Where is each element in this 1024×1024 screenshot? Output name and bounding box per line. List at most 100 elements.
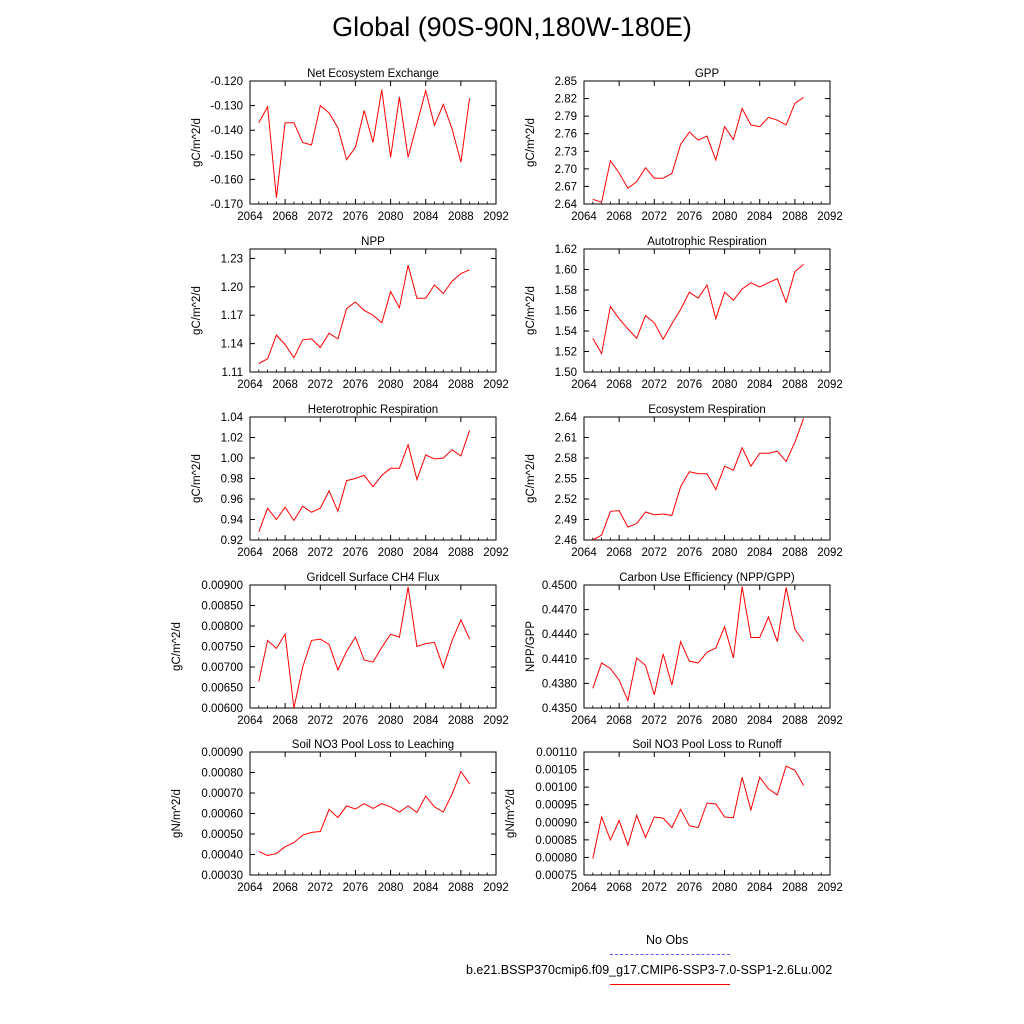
x-tick-label: 2072	[307, 547, 333, 559]
y-axis-label: gC/m^2/d	[191, 118, 203, 167]
y-tick-label: 0.00090	[201, 747, 243, 759]
plot-frame	[583, 248, 831, 373]
x-tick-label: 2088	[448, 715, 474, 727]
x-tick-label: 2068	[272, 211, 298, 223]
y-axis-label: gC/m^2/d	[525, 286, 537, 335]
y-tick-label: 1.00	[221, 453, 243, 465]
page-title: Global (90S-90N,180W-180E)	[332, 12, 692, 42]
x-tick-label: 2076	[677, 715, 703, 727]
y-tick-label: 2.61	[555, 433, 577, 445]
plot-frame	[249, 248, 497, 373]
x-tick-label: 2068	[606, 715, 632, 727]
y-tick-label: 0.00060	[201, 809, 243, 821]
x-tick-label: 2084	[747, 211, 773, 223]
y-tick-label: 2.64	[555, 199, 578, 211]
y-tick-label: 0.00080	[535, 852, 577, 864]
series-line	[258, 430, 471, 532]
y-tick-label: 0.4470	[542, 605, 577, 617]
y-tick-label: 1.17	[221, 310, 243, 322]
y-tick-label: 1.58	[555, 285, 577, 297]
x-tick-label: 2084	[413, 547, 439, 559]
y-tick-label: -0.170	[210, 199, 243, 211]
y-tick-label: 1.11	[221, 367, 243, 379]
y-tick-label: 2.73	[555, 146, 577, 158]
y-tick-label: 2.52	[555, 494, 577, 506]
y-tick-label: 1.54	[555, 326, 578, 338]
chart-title: NPP	[361, 236, 385, 248]
x-tick-label: 2092	[483, 547, 509, 559]
x-tick-label: 2068	[272, 882, 298, 894]
plot-frame	[583, 584, 831, 709]
y-tick-label: 0.00105	[535, 765, 577, 777]
x-tick-label: 2072	[307, 379, 333, 391]
x-tick-label: 2072	[641, 882, 667, 894]
x-tick-label: 2064	[571, 547, 597, 559]
x-tick-label: 2088	[782, 882, 808, 894]
y-tick-label: 0.00110	[536, 747, 577, 759]
y-tick-label: 0.4380	[542, 678, 577, 690]
x-tick-label: 2084	[747, 715, 773, 727]
y-tick-label: 0.94	[221, 515, 244, 527]
x-tick-label: 2068	[272, 715, 298, 727]
y-tick-label: 0.00040	[201, 850, 243, 862]
x-tick-label: 2072	[307, 211, 333, 223]
y-tick-label: 1.23	[221, 253, 243, 265]
series-line	[258, 88, 471, 198]
y-tick-label: -0.120	[210, 76, 243, 88]
x-tick-label: 2084	[413, 715, 439, 727]
y-tick-label: 0.98	[221, 474, 243, 486]
x-tick-label: 2080	[378, 547, 404, 559]
y-tick-label: 0.00650	[201, 683, 243, 695]
y-tick-label: 0.00850	[201, 601, 243, 613]
y-tick-label: 1.02	[221, 433, 243, 445]
y-tick-label: 0.00600	[201, 703, 243, 715]
x-tick-label: 2088	[448, 882, 474, 894]
x-tick-label: 2064	[237, 882, 263, 894]
chart-title: Heterotrophic Respiration	[308, 404, 438, 416]
x-tick-label: 2080	[712, 882, 738, 894]
x-tick-label: 2064	[571, 211, 597, 223]
x-tick-label: 2072	[307, 882, 333, 894]
chart-title: Soil NO3 Pool Loss to Runoff	[632, 739, 782, 751]
x-tick-label: 2080	[378, 379, 404, 391]
x-tick-label: 2088	[782, 211, 808, 223]
y-tick-label: 0.00700	[201, 662, 243, 674]
y-tick-label: 1.60	[555, 265, 577, 277]
y-tick-label: 2.79	[555, 111, 577, 123]
y-tick-label: 1.14	[221, 339, 244, 351]
series-line	[258, 264, 470, 364]
chart-title: Ecosystem Respiration	[648, 404, 766, 416]
y-tick-label: 1.04	[221, 412, 244, 424]
y-tick-label: 0.00030	[201, 870, 243, 882]
x-tick-label: 2064	[571, 379, 597, 391]
chart-panel: Heterotrophic Respiration 2064 2068 2072 207…	[191, 404, 509, 559]
y-tick-label: 0.00085	[535, 835, 577, 847]
y-tick-label: 0.00050	[201, 829, 243, 841]
series-line	[592, 264, 804, 356]
y-tick-label: -0.150	[210, 150, 243, 162]
x-tick-label: 2064	[237, 379, 263, 391]
x-tick-label: 2080	[712, 379, 738, 391]
chart-panel: Ecosystem Respiration 2064 2068 2072 2076 208…	[525, 404, 843, 559]
y-tick-label: 0.4410	[542, 654, 577, 666]
series-line	[592, 96, 804, 203]
plot-frame	[249, 751, 497, 876]
x-tick-label: 2084	[747, 547, 773, 559]
y-tick-label: 0.4350	[542, 703, 577, 715]
x-tick-label: 2072	[307, 715, 333, 727]
x-tick-label: 2084	[413, 211, 439, 223]
y-tick-label: 0.00100	[535, 782, 577, 794]
y-tick-label: 2.58	[555, 453, 577, 465]
y-tick-label: 2.70	[555, 164, 577, 176]
y-tick-label: 1.56	[555, 306, 577, 318]
y-tick-label: 0.00080	[201, 768, 243, 780]
x-tick-label: 2088	[782, 547, 808, 559]
y-tick-label: -0.140	[210, 125, 243, 137]
y-tick-label: 1.52	[555, 347, 577, 359]
y-tick-label: 0.96	[221, 494, 243, 506]
y-tick-label: 0.00090	[535, 817, 577, 829]
y-tick-label: 2.46	[555, 535, 577, 547]
plot-frame	[583, 416, 831, 541]
x-tick-label: 2068	[272, 547, 298, 559]
